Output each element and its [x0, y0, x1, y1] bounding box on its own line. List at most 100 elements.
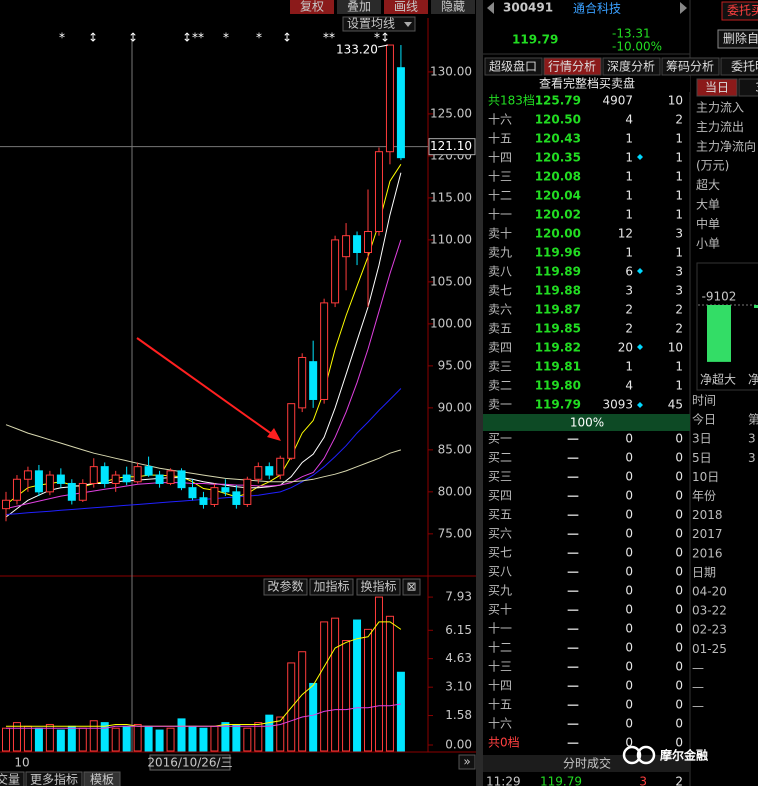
event-marker[interactable]: ↕**: [182, 31, 204, 45]
flow-label: 中单: [696, 216, 720, 231]
book-level: 十五: [488, 132, 512, 146]
flow-value: -9102: [702, 290, 737, 304]
subtitle-bar: [483, 76, 690, 92]
book-volume: 0: [625, 527, 633, 541]
book-price: —: [567, 736, 579, 750]
diamond-icon: [637, 402, 643, 408]
toolbar-label: 叠加: [347, 0, 371, 14]
book-level: 买二: [488, 451, 512, 465]
book-price: 120.00: [535, 227, 581, 241]
candle-body: [56, 474, 65, 484]
indicator-button[interactable]: [263, 578, 308, 596]
tab[interactable]: [661, 57, 720, 76]
book-price: —: [567, 489, 579, 503]
event-marker[interactable]: *↕: [374, 31, 390, 45]
candle-body: [374, 151, 383, 232]
book-volume: 1: [625, 132, 633, 146]
candle-body: [385, 44, 394, 153]
volume-bar: [78, 727, 87, 752]
book-level: 十六: [488, 113, 512, 127]
volume-bar: [56, 729, 65, 752]
event-marker[interactable]: ↕: [282, 31, 292, 45]
y-tick-label: 0.00: [445, 738, 472, 752]
bottom-tab[interactable]: [83, 771, 121, 786]
book-volume: 4907: [602, 94, 633, 108]
next-icon[interactable]: [680, 2, 687, 14]
book-count: 0: [675, 641, 683, 655]
volume-bar: [210, 725, 219, 752]
last-price: 119.79: [512, 33, 558, 47]
stock-code: 300491: [503, 1, 553, 15]
side-tab[interactable]: [696, 78, 738, 97]
book-count: 1: [675, 246, 683, 260]
flow-label: 小单: [696, 236, 720, 250]
bottom-tab[interactable]: [0, 771, 25, 786]
stat-cell: —: [692, 661, 704, 675]
y-tick-label: 115.00: [430, 190, 472, 204]
volume-bar: [243, 727, 252, 752]
indicator-button[interactable]: [309, 578, 354, 596]
side-button[interactable]: [717, 29, 758, 49]
event-marker[interactable]: *: [223, 31, 229, 45]
book-count: 0: [675, 717, 683, 731]
book-price: 120.43: [535, 132, 581, 146]
volume-bar: [342, 640, 351, 752]
scroll-button[interactable]: [458, 754, 476, 770]
event-marker[interactable]: ↕: [88, 31, 98, 45]
tab[interactable]: [484, 57, 543, 76]
book-count: 1: [675, 379, 683, 393]
candle-body: [133, 466, 142, 483]
book-level: 十五: [488, 698, 512, 712]
event-marker[interactable]: **: [323, 31, 335, 45]
splitter[interactable]: [476, 0, 483, 786]
event-marker[interactable]: ↕: [128, 31, 138, 45]
volume-bar: [309, 682, 318, 752]
toolbar-button[interactable]: [337, 0, 381, 14]
y-tick-label: 125.00: [430, 106, 472, 120]
toolbar-button[interactable]: [384, 0, 428, 14]
book-level: 共0档: [488, 736, 520, 750]
volume-bar: [23, 725, 32, 752]
ma-line: [5, 424, 402, 483]
book-level: 卖六: [488, 303, 512, 317]
indicator-label: ⊠: [406, 580, 416, 594]
candle-body: [34, 470, 43, 493]
y-tick-label: 90.00: [438, 400, 472, 414]
tab[interactable]: [543, 57, 602, 76]
volume-bar: [221, 722, 230, 752]
indicator-button[interactable]: [402, 578, 421, 596]
indicator-button[interactable]: [356, 578, 401, 596]
volume-bar: [89, 720, 98, 752]
toolbar-button[interactable]: [290, 0, 334, 14]
book-volume: 3: [625, 284, 633, 298]
candle-body: [100, 466, 109, 484]
book-price: —: [567, 717, 579, 731]
book-level: 十三: [488, 660, 512, 674]
candle-body: [12, 478, 21, 501]
event-marker[interactable]: *: [256, 31, 262, 45]
toolbar-button[interactable]: [431, 0, 475, 14]
tab[interactable]: [602, 57, 661, 76]
volume-bar: [177, 718, 186, 752]
stat-cell: 时间: [692, 394, 716, 408]
book-volume: 1: [625, 189, 633, 203]
volume-bar: [34, 727, 43, 752]
book-price: —: [567, 546, 579, 560]
event-marker[interactable]: *: [59, 31, 65, 45]
side-button[interactable]: [721, 1, 758, 21]
book-volume: 1: [625, 170, 633, 184]
y-tick-label: 110.00: [430, 232, 472, 246]
candle-body: [364, 230, 373, 253]
book-count: 0: [675, 660, 683, 674]
book-subtitle[interactable]: 查看完整档买卖盘: [539, 76, 635, 91]
book-level: 十一: [488, 622, 512, 636]
book-count: 2: [675, 322, 683, 336]
book-level: 卖八: [488, 265, 512, 279]
ma-setting-box[interactable]: [342, 16, 416, 32]
book-level: 卖九: [488, 246, 512, 260]
bottom-tab[interactable]: [25, 771, 83, 786]
side-tab[interactable]: [738, 78, 758, 97]
tab[interactable]: [720, 57, 758, 76]
stat-cell: 10日: [692, 470, 719, 484]
prev-icon[interactable]: [487, 2, 494, 14]
